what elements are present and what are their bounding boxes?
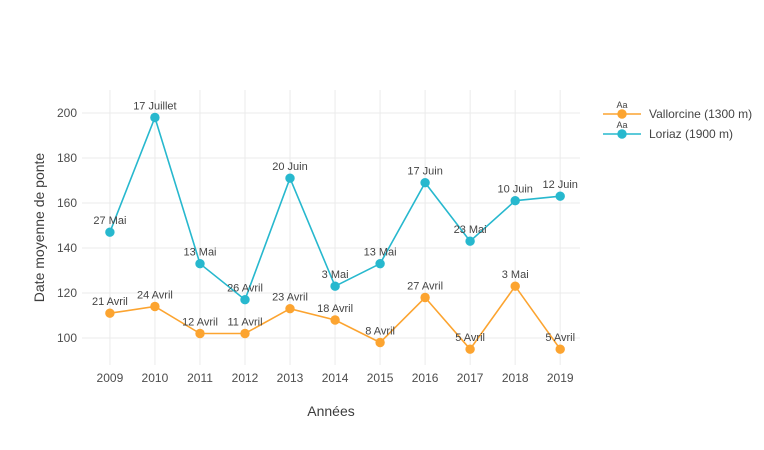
data-point-marker[interactable] [555, 191, 565, 201]
data-point-marker[interactable] [465, 344, 475, 354]
data-point-marker[interactable] [330, 315, 340, 325]
data-point-marker[interactable] [195, 259, 205, 269]
data-point-marker[interactable] [510, 196, 520, 206]
y-tick-label: 180 [57, 151, 77, 165]
point-label: 18 Avril [317, 303, 353, 315]
y-tick-label: 120 [57, 286, 77, 300]
data-point-marker[interactable] [375, 337, 385, 348]
data-point-marker[interactable] [105, 308, 115, 318]
legend-marker-sample [617, 109, 627, 119]
data-point-marker[interactable] [285, 304, 295, 314]
x-tick-label: 2016 [412, 371, 439, 385]
x-tick-label: 2012 [232, 371, 259, 385]
x-axis-title: Années [307, 403, 354, 419]
y-tick-label: 100 [57, 331, 77, 345]
y-tick-label: 160 [57, 196, 77, 210]
point-label: 26 Avril [227, 283, 263, 295]
x-tick-label: 2018 [502, 371, 529, 385]
point-label: 13 Mai [364, 247, 397, 259]
x-tick-label: 2014 [322, 371, 349, 385]
data-point-marker[interactable] [240, 295, 250, 305]
point-label: 17 Juillet [133, 101, 176, 113]
legend-text-sample: Aa [616, 120, 627, 130]
point-label: 24 Avril [137, 290, 173, 302]
data-point-marker[interactable] [555, 344, 565, 354]
point-label: 21 Avril [92, 296, 128, 308]
point-label: 5 Avril [455, 332, 485, 344]
data-point-marker[interactable] [240, 328, 250, 339]
y-axis-title: Date moyenne de ponte [31, 153, 47, 303]
data-point-marker[interactable] [150, 301, 160, 312]
legend-text-sample: Aa [616, 100, 627, 110]
legend-label-0: Vallorcine (1300 m) [649, 107, 752, 121]
point-label: 5 Avril [545, 332, 575, 344]
data-point-marker[interactable] [330, 281, 340, 291]
point-label: 13 Mai [183, 247, 216, 259]
data-point-marker[interactable] [150, 112, 160, 123]
legend-marker-sample [617, 129, 627, 139]
point-label: 23 Mai [454, 224, 487, 236]
data-point-marker[interactable] [285, 173, 295, 183]
x-tick-label: 2013 [277, 371, 304, 385]
data-point-marker[interactable] [195, 328, 205, 339]
point-label: 12 Juin [542, 179, 577, 191]
point-label: 11 Avril [227, 317, 262, 329]
data-point-marker[interactable] [420, 178, 430, 188]
x-tick-label: 2019 [547, 371, 574, 385]
point-label: 17 Juin [407, 166, 442, 178]
legend-item-0[interactable] [600, 101, 762, 121]
data-point-marker[interactable] [420, 292, 430, 303]
data-point-marker[interactable] [465, 236, 475, 246]
point-label: 20 Juin [272, 161, 307, 173]
y-tick-label: 140 [57, 241, 77, 255]
x-tick-label: 2017 [457, 371, 484, 385]
x-tick-label: 2011 [187, 371, 213, 385]
point-label: 23 Avril [272, 292, 308, 304]
y-tick-label: 200 [57, 106, 77, 120]
data-point-marker[interactable] [510, 281, 520, 291]
data-point-marker[interactable] [375, 259, 385, 269]
point-label: 12 Avril [182, 317, 218, 329]
point-label: 10 Juin [497, 184, 532, 196]
legend-item-1[interactable] [600, 121, 762, 141]
plot-area[interactable] [82, 90, 580, 365]
legend-label-1: Loriaz (1900 m) [649, 127, 733, 141]
point-label: 3 Mai [502, 269, 529, 281]
data-point-marker[interactable] [105, 227, 115, 237]
point-label: 8 Avril [365, 326, 395, 338]
x-tick-label: 2015 [367, 371, 394, 385]
x-tick-label: 2009 [97, 371, 124, 385]
point-label: 27 Mai [93, 215, 126, 227]
x-tick-label: 2010 [142, 371, 169, 385]
point-label: 3 Mai [322, 269, 349, 281]
point-label: 27 Avril [407, 281, 443, 293]
